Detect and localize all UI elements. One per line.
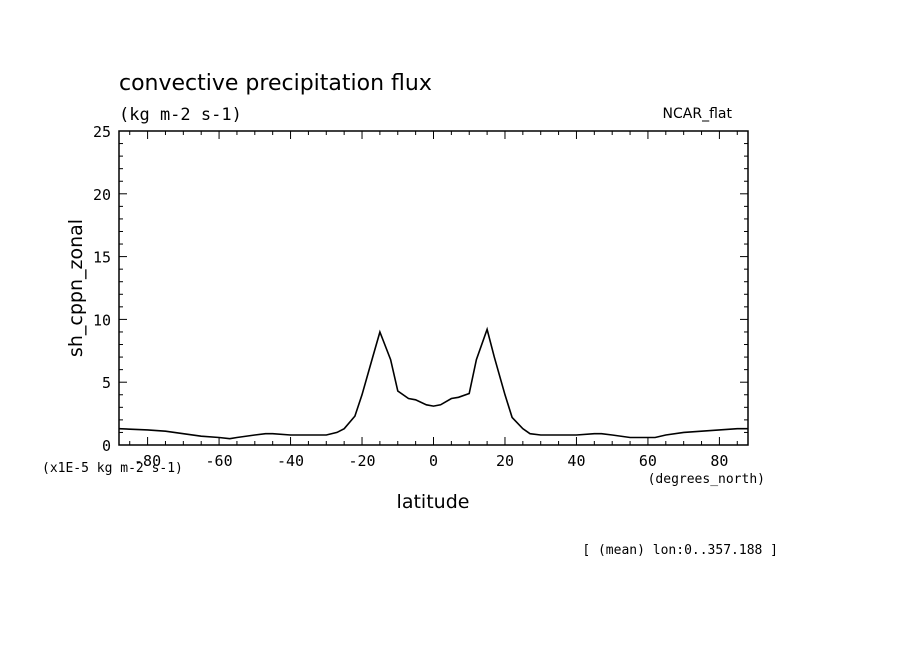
y-tick-label: 20 xyxy=(93,186,111,204)
x-tick-label: 60 xyxy=(639,452,657,470)
x-axis-label: latitude xyxy=(397,491,470,513)
y-tick-labels: 0 5 10 15 20 25 xyxy=(93,123,111,455)
y-axis-label: sh_cppn_zonal xyxy=(65,219,87,357)
series-line xyxy=(118,326,748,440)
x-tick-label: -60 xyxy=(206,452,233,470)
chart-units: (kg m-2 s-1) xyxy=(119,105,242,125)
y-tick-label: 25 xyxy=(93,123,111,141)
x-tick-labels: -80 -60 -40 -20 0 20 40 60 80 xyxy=(134,452,728,470)
x-tick-label: 40 xyxy=(567,452,585,470)
y-tick-label: 0 xyxy=(102,437,111,455)
x-tick-label: -80 xyxy=(134,452,161,470)
chart-title: convective precipitation flux xyxy=(119,71,432,96)
y-tick-label: 10 xyxy=(93,311,111,329)
plot-frame xyxy=(118,130,749,446)
x-tick-label: -40 xyxy=(277,452,304,470)
x-tick-label: 0 xyxy=(429,452,438,470)
axis-ticks xyxy=(119,130,748,446)
y-scale-note: (x1E-5 kg m-2 s-1) xyxy=(42,461,183,476)
x-tick-label: 20 xyxy=(496,452,514,470)
y-tick-label: 5 xyxy=(102,374,111,392)
x-tick-label: -20 xyxy=(348,452,375,470)
x-tick-label: 80 xyxy=(710,452,728,470)
x-axis-unit: (degrees_north) xyxy=(648,472,765,487)
footer-note: [ (mean) lon:0..357.188 ] xyxy=(582,543,778,558)
model-label: NCAR_flat xyxy=(663,106,733,122)
y-tick-label: 15 xyxy=(93,249,111,267)
